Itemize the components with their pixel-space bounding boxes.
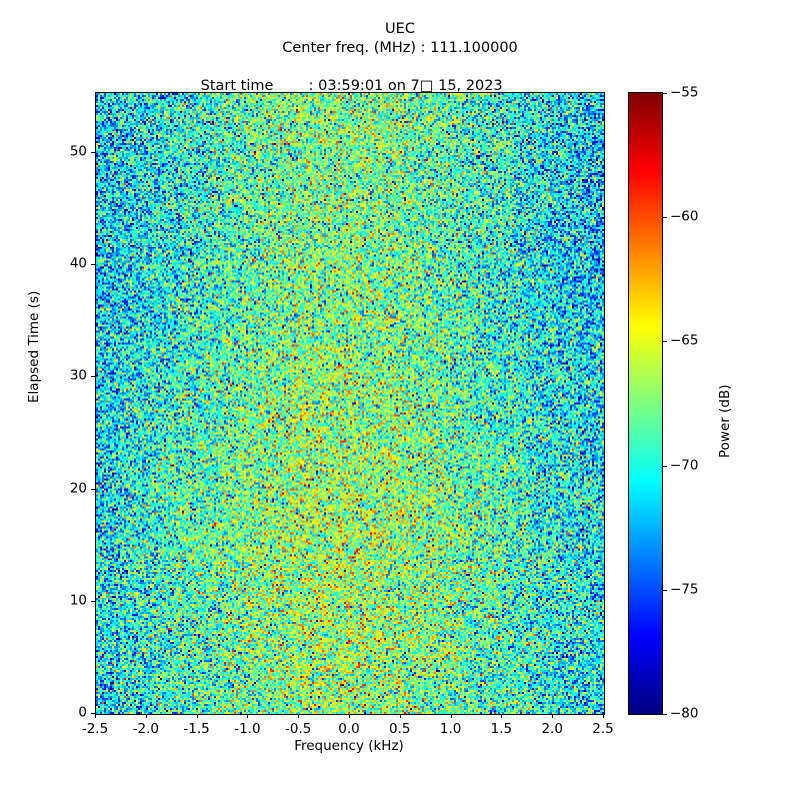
y-axis-label: Elapsed Time (s)	[26, 290, 42, 403]
title-center-frequency: Center freq. (MHz) : 111.100000	[282, 40, 518, 56]
x-tick-mark	[603, 714, 604, 718]
x-tick-mark	[145, 714, 147, 718]
y-tick-label: 50	[69, 143, 87, 160]
colorbar-tick-label: −55	[670, 84, 699, 101]
colorbar[interactable]	[628, 92, 663, 715]
x-tick-mark	[552, 714, 554, 718]
colorbar-tick-label: −70	[670, 456, 699, 473]
x-tick-label: -2.5	[81, 721, 109, 737]
x-tick-mark	[247, 714, 249, 718]
colorbar-tick-mark	[663, 93, 667, 94]
x-tick-mark	[501, 714, 503, 718]
x-tick-mark	[349, 714, 350, 718]
colorbar-tick-label: −80	[670, 705, 699, 722]
colorbar-gradient	[629, 93, 662, 714]
x-tick-label: -1.5	[183, 721, 210, 737]
x-tick-mark	[450, 714, 452, 718]
y-tick-label: 0	[78, 704, 87, 721]
x-tick-label: 2.0	[541, 721, 563, 737]
colorbar-tick-label: −75	[670, 581, 699, 598]
y-tick-mark	[91, 488, 95, 490]
y-tick-label: 20	[69, 479, 87, 496]
colorbar-label: Power (dB)	[717, 384, 733, 458]
y-tick-label: 30	[69, 367, 87, 384]
y-tick-mark	[91, 600, 95, 602]
x-tick-label: 0.0	[338, 721, 360, 737]
y-tick-label: 10	[69, 592, 87, 609]
colorbar-tick-mark	[663, 589, 667, 591]
title-start-time-row: Start time : 03:59:01 on 7□ 15, 2023	[201, 78, 503, 94]
x-tick-label: 1.5	[490, 721, 513, 737]
spectrogram-plot-area[interactable]	[95, 92, 605, 715]
x-tick-mark	[298, 714, 300, 718]
x-tick-mark	[95, 714, 96, 718]
colorbar-tick-mark	[663, 465, 667, 467]
y-tick-mark	[91, 152, 95, 153]
y-tick-mark	[91, 264, 95, 266]
colorbar-tick-mark	[663, 217, 667, 219]
x-axis-label: Frequency (kHz)	[294, 738, 404, 754]
x-tick-label: 2.5	[592, 721, 614, 737]
colorbar-tick-mark	[663, 341, 667, 343]
colorbar-tick-label: −60	[670, 208, 699, 225]
x-tick-mark	[196, 714, 198, 718]
colorbar-tick-label: −65	[670, 332, 699, 349]
x-tick-mark	[399, 714, 401, 718]
y-tick-mark	[91, 713, 95, 714]
x-tick-label: -1.0	[234, 721, 261, 737]
spectrogram-image[interactable]	[96, 93, 604, 714]
y-tick-label: 40	[69, 255, 87, 272]
x-tick-label: -0.5	[285, 721, 312, 737]
x-tick-label: 0.5	[389, 721, 411, 737]
title-station-name: UEC	[385, 21, 415, 37]
y-tick-mark	[91, 376, 95, 378]
colorbar-tick-mark	[663, 714, 667, 715]
x-tick-label: -2.0	[132, 721, 159, 737]
x-tick-label: 1.0	[439, 721, 462, 737]
title-start-time-value: : 03:59:01 on 7□ 15, 2023	[308, 78, 503, 94]
title-start-time-label: Start time	[200, 78, 274, 94]
